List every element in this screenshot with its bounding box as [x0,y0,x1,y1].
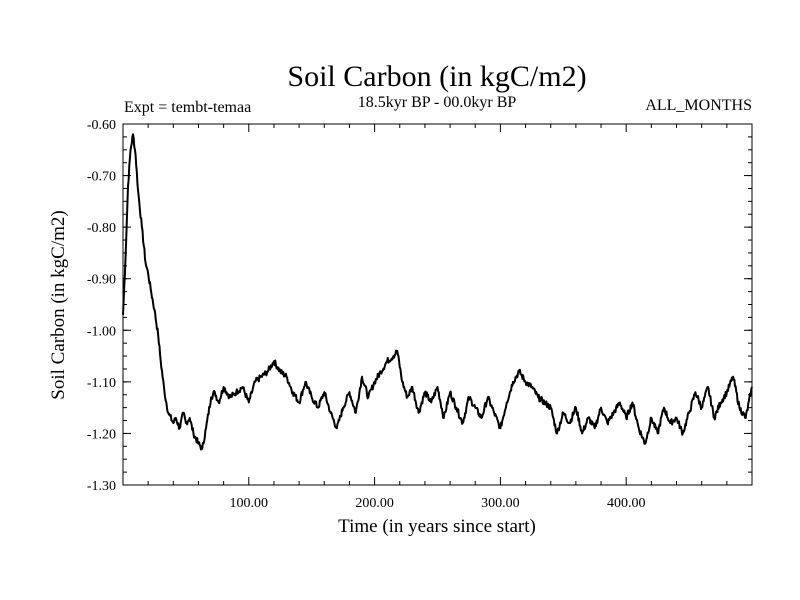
chart-title: Soil Carbon (in kgC/m2) [287,60,586,93]
experiment-label: Expt = tembt-temaa [124,99,251,116]
soil-carbon-line [122,133,753,451]
x-axis-title: Time (in years since start) [338,516,536,537]
y-tick-label: -1.30 [87,479,116,494]
months-label: ALL_MONTHS [645,97,752,114]
y-tick-label: -0.60 [87,118,116,133]
y-axis: -0.60 -0.70 -0.80 -0.90 -1.00 -1.10 -1.20 -1.30 [87,118,752,494]
x-tick-label: 400.00 [607,496,646,511]
y-tick-label: -0.80 [87,221,116,236]
x-tick-label: 200.00 [355,496,394,511]
x-axis: 100.00 200.00 300.00 400.00 [147,124,728,511]
y-tick-label: -1.20 [87,427,116,442]
y-axis-title: Soil Carbon (in kgC/m2) [48,210,69,399]
y-tick-label: -1.10 [87,376,116,391]
y-tick-label: -0.90 [87,273,116,288]
y-tick-label: -0.70 [87,170,116,185]
y-tick-label: -1.00 [87,324,116,339]
x-tick-label: 100.00 [230,496,269,511]
time-range-label: 18.5kyr BP - 00.0kyr BP [358,94,517,111]
x-tick-label: 300.00 [481,496,520,511]
